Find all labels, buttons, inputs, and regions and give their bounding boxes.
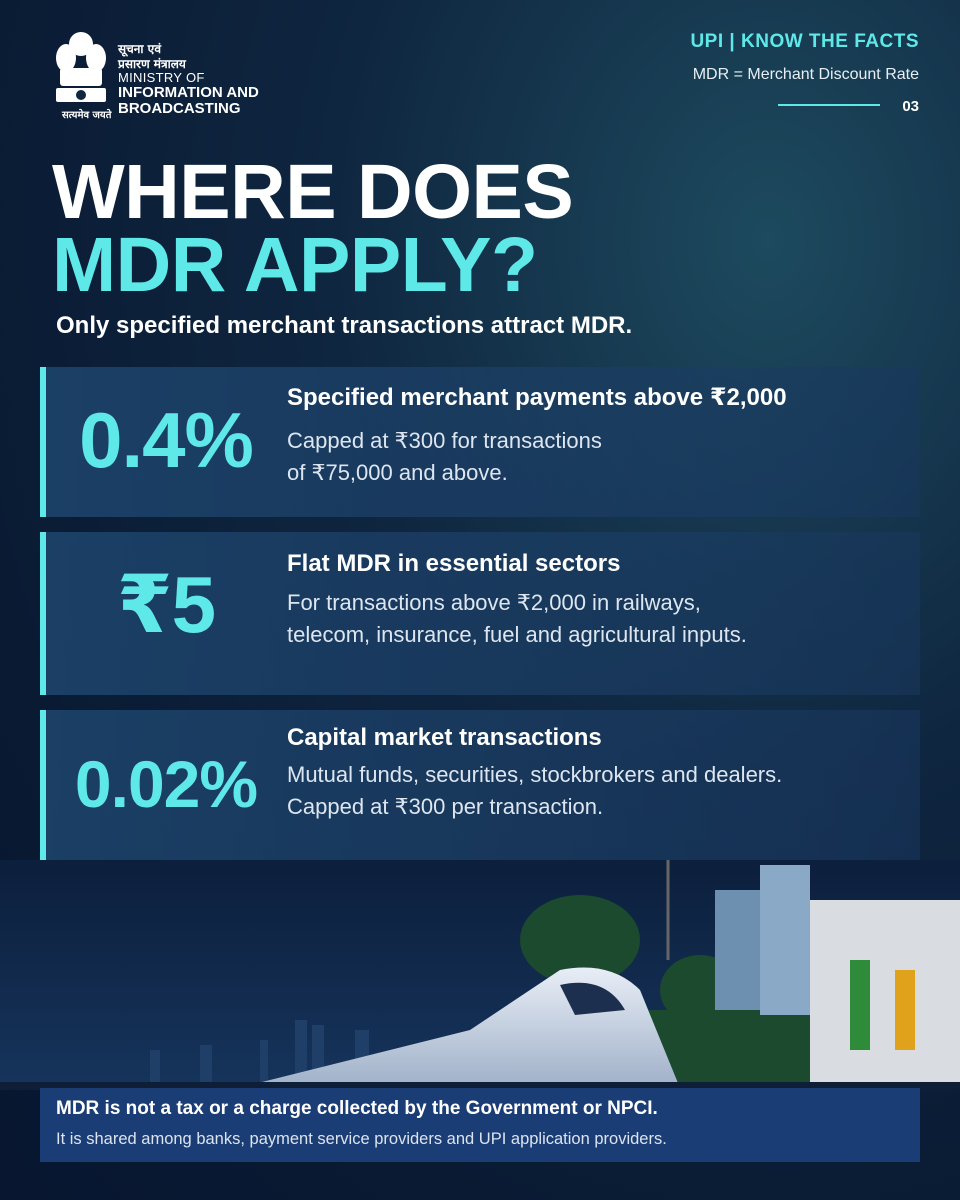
emblem-figure	[56, 32, 106, 102]
card-text: of ₹75,000 and above.	[287, 460, 508, 485]
fuel-nozzle	[895, 970, 915, 1050]
title-line: WHERE DOES	[52, 149, 574, 235]
footer-text: It is shared among banks, payment servic…	[56, 1130, 667, 1148]
card-accent	[40, 367, 46, 517]
emblem	[56, 32, 106, 102]
card-heading: Flat MDR in essential sectors	[287, 550, 621, 577]
card: 0.02% Capital market transactions Mutual…	[40, 710, 920, 860]
card-heading: Capital market transactions	[287, 724, 602, 751]
card-text: For transactions above ₹2,000 in railway…	[287, 590, 701, 615]
fuel-nozzle	[850, 960, 870, 1050]
card-value: 0.4%	[79, 396, 254, 484]
page-number: 03	[902, 98, 919, 115]
card-value: 0.02%	[74, 747, 258, 821]
definition: MDR = Merchant Discount Rate	[692, 66, 919, 83]
card: ₹5 Flat MDR in essential sectors For tra…	[40, 532, 920, 695]
card-text: Mutual funds, securities, stockbrokers a…	[287, 762, 783, 787]
divider	[778, 104, 880, 106]
logo-hindi: सूचना एवं	[118, 42, 161, 56]
subtitle: Only specified merchant transactions att…	[56, 312, 633, 339]
card-text: telecom, insurance, fuel and agricultura…	[287, 622, 747, 647]
footer-box	[40, 1088, 920, 1162]
card-accent	[40, 532, 46, 695]
series-label: UPI | KNOW THE FACTS	[690, 31, 919, 52]
illustration	[0, 860, 960, 1090]
emblem-motto: सत्यमेव जयते	[62, 110, 112, 121]
buildings	[715, 865, 810, 1015]
card-accent	[40, 710, 46, 860]
track	[0, 1082, 960, 1090]
footer-heading: MDR is not a tax or a charge collected b…	[56, 1098, 658, 1119]
title-line: MDR APPLY?	[52, 222, 538, 308]
card-text: Capped at ₹300 per transaction.	[287, 794, 604, 819]
logo-english: BROADCASTING	[118, 100, 241, 117]
logo-english: MINISTRY OF	[118, 70, 205, 85]
logo-hindi: प्रसारण मंत्रालय	[118, 57, 186, 71]
train-window	[560, 982, 625, 1015]
card: 0.4% Specified merchant payments above ₹…	[40, 367, 920, 517]
logo-english: INFORMATION AND	[118, 84, 259, 101]
fuel-station	[810, 900, 960, 1090]
card-heading: Specified merchant payments above ₹2,000	[287, 384, 787, 411]
card-text: Capped at ₹300 for transactions	[287, 428, 602, 453]
card-value: ₹5	[116, 560, 216, 649]
